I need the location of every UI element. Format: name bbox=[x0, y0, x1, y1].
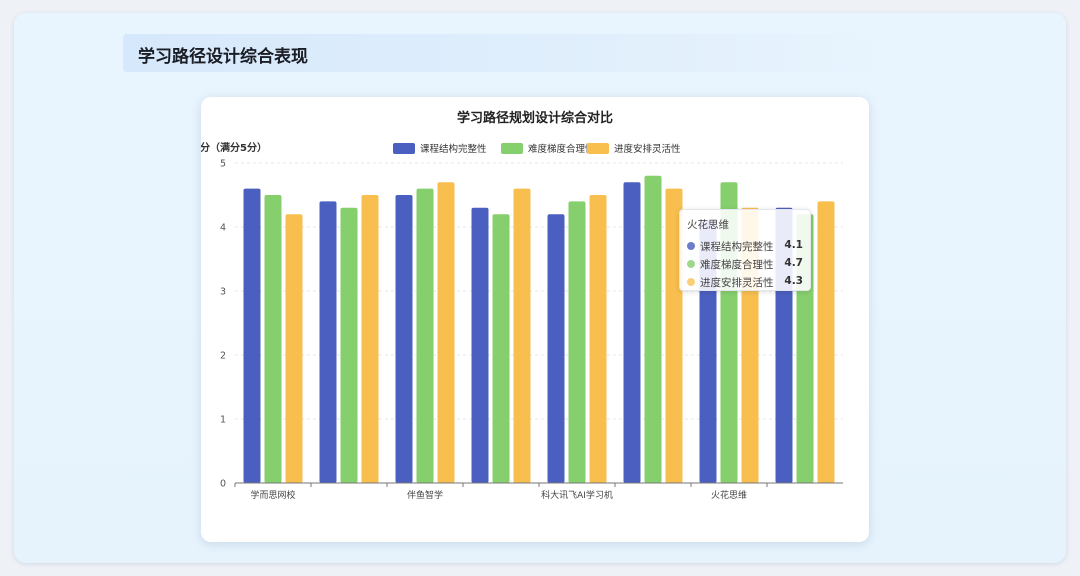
x-tick-label: 科大讯飞AI学习机 bbox=[541, 489, 613, 501]
y-tick-label: 5 bbox=[220, 159, 226, 170]
chart-title: 学习路径规划设计综合对比 bbox=[457, 110, 613, 126]
y-axis-label: 分（满分5分） bbox=[201, 141, 267, 154]
chart-card: 学习路径规划设计综合对比 分（满分5分） 课程结构完整性 难度梯度合理性 进度安排灵… bbox=[201, 97, 869, 542]
bar[interactable] bbox=[340, 207, 358, 484]
bar[interactable] bbox=[665, 188, 683, 483]
tooltip-title: 火花思维 bbox=[687, 219, 729, 231]
bar-chart: 学习路径规划设计综合对比 分（满分5分） 课程结构完整性 难度梯度合理性 进度安排灵… bbox=[201, 110, 843, 501]
legend-swatch[interactable] bbox=[393, 143, 415, 154]
legend-label[interactable]: 进度安排灵活性 bbox=[614, 143, 681, 155]
series-dot-icon bbox=[687, 242, 695, 250]
section-header-bar bbox=[123, 34, 928, 72]
bar[interactable] bbox=[285, 214, 303, 483]
bar[interactable] bbox=[361, 195, 379, 483]
tooltip-row-value: 4.3 bbox=[784, 275, 803, 287]
bar[interactable] bbox=[589, 195, 607, 483]
bar[interactable] bbox=[243, 188, 261, 483]
bar[interactable] bbox=[471, 207, 489, 484]
bar[interactable] bbox=[492, 214, 510, 483]
y-tick-label: 3 bbox=[220, 287, 226, 298]
bar[interactable] bbox=[513, 188, 531, 483]
series-dot-icon bbox=[687, 278, 695, 286]
legend-swatch[interactable] bbox=[587, 143, 609, 154]
bar[interactable] bbox=[623, 182, 641, 483]
bar[interactable] bbox=[416, 188, 434, 483]
bar[interactable] bbox=[395, 195, 413, 483]
bars-group bbox=[243, 175, 835, 484]
tooltip-row: 难度梯度合理性 4.7 bbox=[687, 256, 805, 272]
x-tick-label: 学而思网校 bbox=[250, 489, 295, 501]
bar[interactable] bbox=[437, 182, 455, 483]
legend-swatch[interactable] bbox=[501, 143, 523, 154]
y-tick-label: 1 bbox=[220, 415, 226, 426]
y-tick-label: 2 bbox=[220, 351, 226, 362]
tooltip-row-label: 课程结构完整性 bbox=[700, 241, 774, 253]
bar[interactable] bbox=[319, 201, 337, 483]
bar[interactable] bbox=[547, 214, 565, 483]
x-tick-label: 火花思维 bbox=[711, 489, 747, 501]
tooltip-row-value: 4.1 bbox=[784, 239, 803, 251]
y-tick-label: 0 bbox=[220, 479, 226, 490]
bar[interactable] bbox=[817, 201, 835, 483]
x-tick-label: 伴鱼智学 bbox=[407, 489, 443, 501]
y-tick-label: 4 bbox=[220, 223, 226, 234]
axes-group: 0 1 2 3 4 5 学而思网校 伴鱼智学 科大讯飞AI学习机 火花思维 bbox=[220, 159, 843, 501]
chart-tooltip: 火花思维 课程结构完整性 4.1 难度梯度合理性 4.7 进度安排灵活性 4.3 bbox=[679, 209, 811, 291]
bar[interactable] bbox=[264, 195, 282, 483]
legend-label[interactable]: 难度梯度合理性 bbox=[528, 143, 595, 155]
bar[interactable] bbox=[568, 201, 586, 483]
tooltip-row: 进度安排灵活性 4.3 bbox=[687, 274, 805, 290]
tooltip-row: 课程结构完整性 4.1 bbox=[687, 238, 805, 254]
tooltip-row-label: 进度安排灵活性 bbox=[700, 277, 774, 289]
series-dot-icon bbox=[687, 260, 695, 268]
tooltip-row-label: 难度梯度合理性 bbox=[700, 259, 774, 271]
bar[interactable] bbox=[644, 175, 662, 484]
section-title: 学习路径设计综合表现 bbox=[138, 47, 308, 67]
legend-label[interactable]: 课程结构完整性 bbox=[420, 143, 487, 155]
chart-legend: 课程结构完整性 难度梯度合理性 进度安排灵活性 bbox=[393, 143, 681, 155]
tooltip-row-value: 4.7 bbox=[784, 257, 803, 269]
